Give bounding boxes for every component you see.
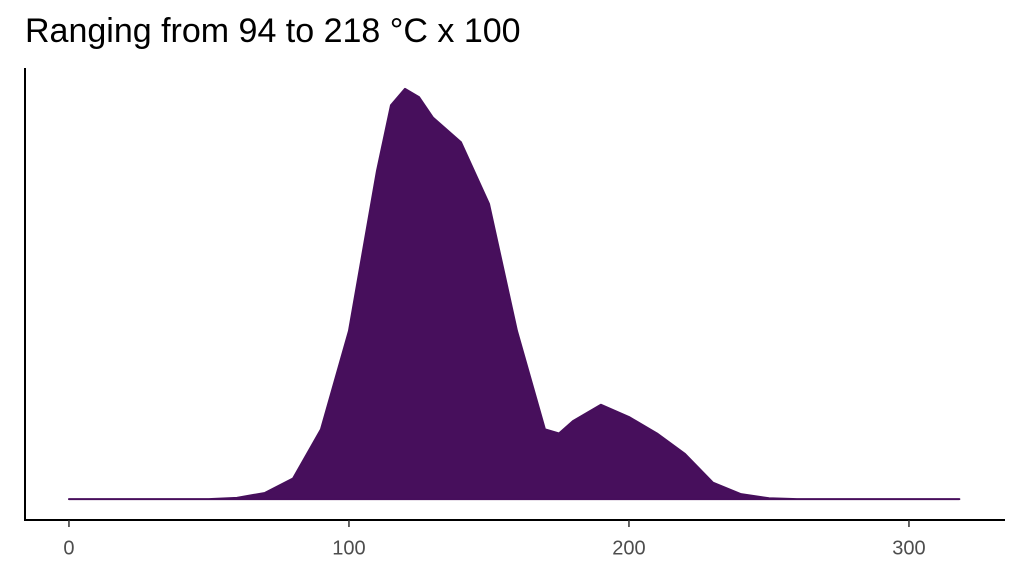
x-tick-label: 100 [332, 537, 365, 559]
x-tick-label: 0 [63, 537, 74, 559]
chart-title: Ranging from 94 to 218 °C x 100 [25, 12, 521, 50]
x-tick-label: 300 [892, 537, 925, 559]
density-area [67, 87, 961, 501]
x-tick-label: 200 [612, 537, 645, 559]
